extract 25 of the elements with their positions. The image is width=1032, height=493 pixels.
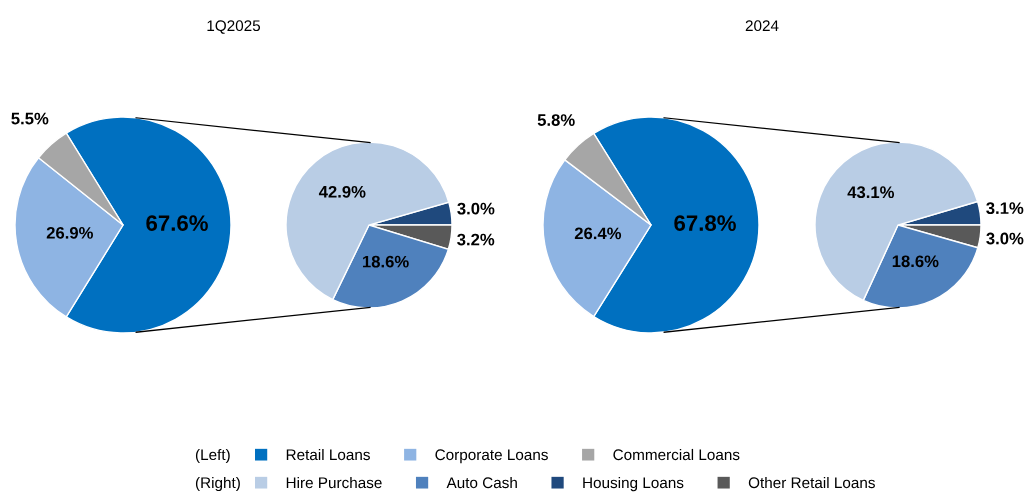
data-label: 3.1% (986, 202, 1024, 215)
data-label: 67.6% (146, 215, 208, 231)
legend-label: Auto Cash (446, 476, 517, 489)
legend-label: Corporate Loans (435, 449, 548, 464)
data-label: 43.1% (847, 186, 895, 199)
data-label: 5.8% (537, 114, 575, 126)
data-label: 42.9% (318, 185, 366, 198)
legend-label: Commercial Loans (613, 448, 740, 461)
legend-label: Hire Purchase (286, 476, 382, 489)
legend-label: Other Retail Loans (748, 476, 875, 489)
data-label: 67.8% (674, 215, 736, 231)
data-label: 5.5% (11, 112, 49, 125)
legend-label: Housing Loans (583, 476, 684, 492)
data-label: 3.0% (986, 232, 1024, 245)
legend-title: (Left) (195, 448, 230, 464)
data-label: 26.9% (46, 226, 93, 239)
legend-label: Retail Loans (286, 448, 370, 461)
legend-title: (Right) (195, 476, 240, 492)
data-label: 3.0% (457, 202, 495, 215)
data-label: 18.6% (892, 255, 939, 268)
data-label: 26.4% (574, 227, 622, 240)
chart-title: 2024 (745, 20, 779, 32)
data-label: 3.2% (457, 233, 495, 246)
data-label: 18.6% (362, 255, 409, 268)
chart-title: 1Q2025 (207, 20, 261, 34)
